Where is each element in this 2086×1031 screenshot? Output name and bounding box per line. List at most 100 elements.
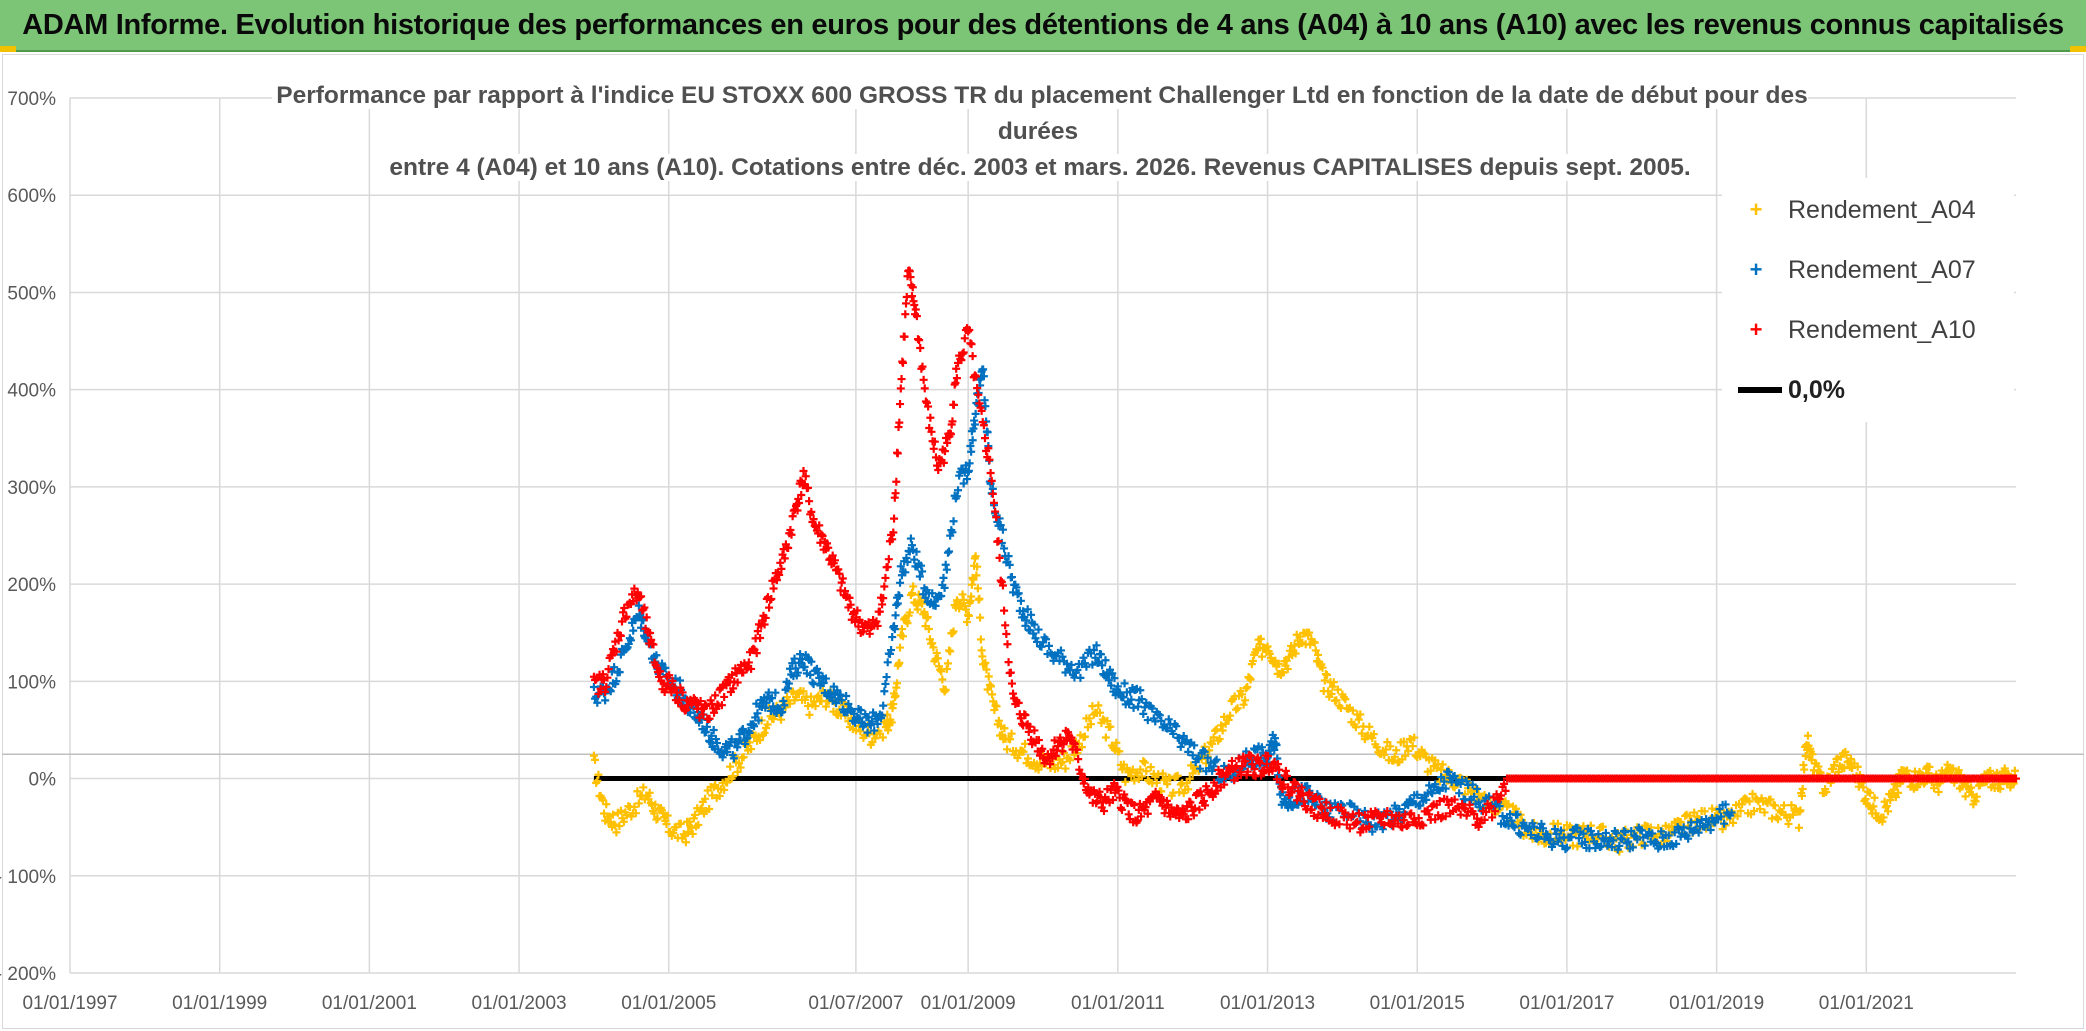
- data-point: [972, 372, 981, 381]
- data-point: [938, 675, 947, 684]
- data-point: [1322, 798, 1331, 807]
- data-point: [1474, 789, 1483, 798]
- data-point: [1125, 700, 1134, 709]
- data-points: [589, 266, 2020, 856]
- data-point: [1323, 670, 1332, 679]
- data-point: [1601, 828, 1610, 837]
- data-point: [888, 633, 897, 642]
- data-point: [957, 464, 966, 473]
- data-point: [1341, 808, 1350, 817]
- data-point: [1217, 721, 1226, 730]
- data-point: [895, 418, 904, 427]
- data-point: [1543, 830, 1552, 839]
- data-point: [908, 589, 917, 598]
- data-point: [622, 811, 631, 820]
- data-point: [1455, 789, 1464, 798]
- data-point: [994, 716, 1003, 725]
- data-point: [1846, 754, 1855, 763]
- data-point: [1894, 788, 1903, 797]
- data-point: [1226, 711, 1235, 720]
- data-point: [853, 606, 862, 615]
- data-point: [1263, 642, 1272, 651]
- data-point: [1141, 803, 1150, 812]
- data-point: [1188, 769, 1197, 778]
- legend-label-a04: Rendement_A04: [1788, 195, 1976, 224]
- data-point: [1155, 791, 1164, 800]
- data-point: [1121, 794, 1130, 803]
- data-point: [636, 610, 645, 619]
- data-point: [788, 659, 797, 668]
- data-point: [1555, 834, 1564, 843]
- data-point: [856, 727, 865, 736]
- data-point: [1470, 792, 1479, 801]
- data-point: [1834, 767, 1843, 776]
- data-point: [1082, 662, 1091, 671]
- data-point: [1404, 820, 1413, 829]
- data-point: [939, 458, 948, 467]
- legend-item-a07: + Rendement_A07: [1736, 250, 1976, 290]
- data-point: [1495, 802, 1504, 811]
- data-point: [819, 678, 828, 687]
- data-point: [702, 722, 711, 731]
- data-point: [697, 804, 706, 813]
- chart-title-line2: entre 4 (A04) et 10 ans (A10). Cotations…: [385, 154, 1695, 181]
- data-point: [908, 541, 917, 550]
- data-point: [1014, 589, 1023, 598]
- legend-label-a07: Rendement_A07: [1788, 255, 1976, 284]
- data-point: [1315, 794, 1324, 803]
- data-point: [1088, 660, 1097, 669]
- data-point: [970, 420, 979, 429]
- data-point: [681, 705, 690, 714]
- data-point: [1227, 756, 1236, 765]
- data-point: [1351, 819, 1360, 828]
- data-point: [977, 406, 986, 415]
- data-point: [1706, 825, 1715, 834]
- data-point: [1440, 777, 1449, 786]
- data-point: [622, 644, 631, 653]
- data-point: [1738, 800, 1747, 809]
- data-point: [903, 619, 912, 628]
- data-point: [1238, 690, 1247, 699]
- data-point: [720, 692, 729, 701]
- data-point: [589, 683, 598, 692]
- data-point: [1453, 802, 1462, 811]
- y-tick-label: 500%: [7, 283, 56, 304]
- data-point: [680, 832, 689, 841]
- data-point: [780, 554, 789, 563]
- data-point: [964, 327, 973, 336]
- data-point: [1733, 812, 1742, 821]
- data-point: [980, 434, 989, 443]
- data-point: [1241, 756, 1250, 765]
- data-point: [1407, 809, 1416, 818]
- data-point: [616, 650, 625, 659]
- data-point: [1003, 745, 1012, 754]
- data-point: [946, 430, 955, 439]
- data-point: [1047, 750, 1056, 759]
- data-point: [932, 649, 941, 658]
- data-point: [901, 568, 910, 577]
- data-point: [889, 700, 898, 709]
- data-point: [675, 676, 684, 685]
- data-point: [1164, 715, 1173, 724]
- data-point: [799, 687, 808, 696]
- data-point: [1294, 800, 1303, 809]
- data-point: [1212, 755, 1221, 764]
- data-point: [711, 691, 720, 700]
- data-point: [1473, 814, 1482, 823]
- data-point: [1903, 766, 1912, 775]
- data-point: [1550, 825, 1559, 834]
- data-point: [1628, 843, 1637, 852]
- data-point: [1200, 747, 1209, 756]
- data-point: [858, 627, 867, 636]
- data-point: [1878, 817, 1887, 826]
- data-point: [1070, 739, 1079, 748]
- data-point: [1044, 641, 1053, 650]
- data-point: [1101, 656, 1110, 665]
- data-point: [1278, 784, 1287, 793]
- data-point: [891, 611, 900, 620]
- data-point: [1101, 733, 1110, 742]
- data-point: [1256, 634, 1265, 643]
- data-point: [806, 670, 815, 679]
- data-point: [640, 603, 649, 612]
- data-point: [1021, 621, 1030, 630]
